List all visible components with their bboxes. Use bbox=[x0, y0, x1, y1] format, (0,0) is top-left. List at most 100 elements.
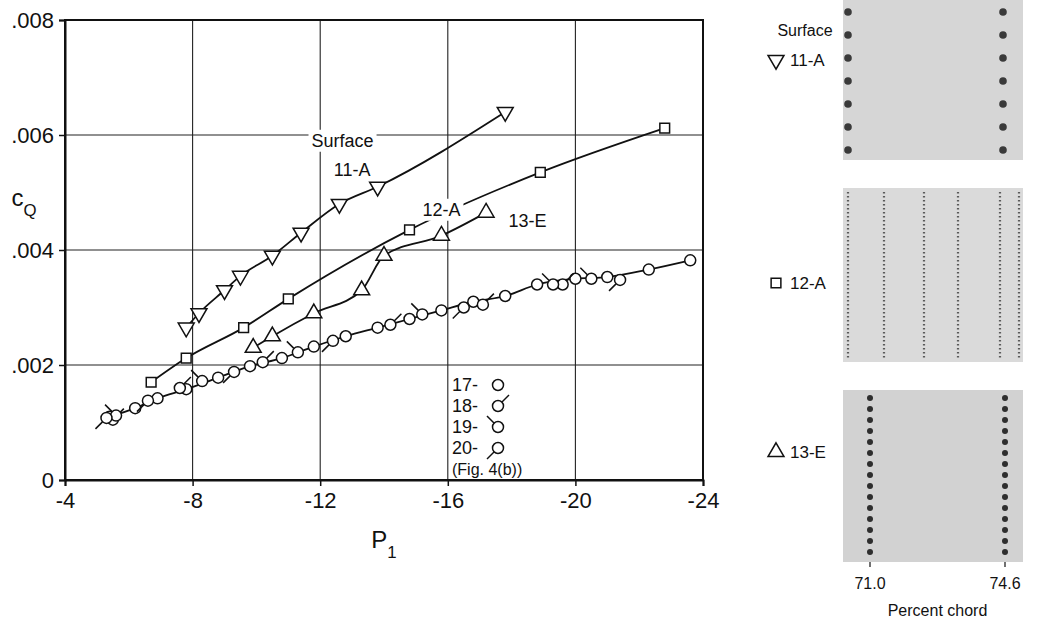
data-point bbox=[436, 305, 447, 316]
series-line bbox=[110, 260, 691, 416]
data-point bbox=[191, 370, 208, 387]
marker-shape bbox=[685, 255, 696, 266]
photo-hole bbox=[844, 77, 852, 85]
annotation: 11-A bbox=[331, 159, 374, 181]
marker-shape bbox=[101, 412, 112, 423]
photo-hole bbox=[867, 494, 873, 500]
photo-background bbox=[843, 0, 1023, 160]
marker-shape bbox=[264, 251, 280, 265]
x-tick-label: -4 bbox=[56, 488, 76, 513]
marker-shape bbox=[245, 361, 256, 372]
data-point bbox=[609, 274, 626, 291]
marker-shape bbox=[433, 226, 449, 240]
photo-hole bbox=[1002, 450, 1008, 456]
marker-shape bbox=[264, 327, 280, 341]
photo-slot bbox=[847, 192, 849, 358]
data-point bbox=[245, 339, 261, 353]
data-point bbox=[404, 314, 415, 325]
photo-row-label: 11-A bbox=[790, 51, 825, 70]
photo-hole bbox=[999, 100, 1007, 108]
marker-flag bbox=[453, 312, 460, 319]
annotation-text: 12-A bbox=[422, 200, 460, 220]
y-axis-title: cQ bbox=[11, 184, 36, 220]
photo-hole bbox=[1002, 395, 1008, 401]
marker-shape bbox=[239, 323, 249, 333]
photo-hole bbox=[867, 505, 873, 511]
photo-hole bbox=[867, 527, 873, 533]
data-point bbox=[557, 274, 574, 291]
x-tick-label: -24 bbox=[688, 488, 720, 513]
data-point bbox=[293, 228, 309, 242]
photo-hole bbox=[1002, 494, 1008, 500]
marker-shape bbox=[372, 322, 383, 333]
marker-shape bbox=[245, 339, 261, 353]
photo-hole bbox=[844, 146, 852, 154]
data-point bbox=[308, 341, 319, 352]
y-tick-label: .002 bbox=[11, 353, 54, 378]
photo-hole bbox=[1002, 505, 1008, 511]
annotations: Surface11-A12-A13-E bbox=[309, 130, 550, 233]
marker-shape bbox=[768, 55, 784, 69]
photo-hole bbox=[867, 395, 873, 401]
photo-hole bbox=[999, 8, 1007, 16]
x-tick: -16 bbox=[432, 480, 464, 513]
photo-hole bbox=[867, 461, 873, 467]
marker-flag bbox=[105, 405, 112, 412]
photo-hole bbox=[867, 472, 873, 478]
marker-shape bbox=[293, 228, 309, 242]
marker-shape bbox=[229, 366, 240, 377]
photo-hole bbox=[867, 439, 873, 445]
photo-hole bbox=[1002, 439, 1008, 445]
plot-marks bbox=[95, 107, 695, 429]
marker-flag bbox=[567, 274, 574, 281]
data-point bbox=[181, 353, 191, 363]
marker-shape bbox=[660, 123, 670, 133]
data-point bbox=[264, 251, 280, 265]
marker-flag bbox=[502, 395, 509, 402]
marker-flag bbox=[223, 376, 230, 383]
x-axis-title-main: P bbox=[371, 526, 387, 553]
marker-shape bbox=[354, 281, 370, 295]
marker-shape bbox=[174, 383, 185, 394]
photo-hole bbox=[1002, 516, 1008, 522]
data-point bbox=[372, 322, 383, 333]
marker-shape bbox=[500, 291, 511, 302]
photo-slot bbox=[957, 192, 959, 358]
data-point bbox=[370, 182, 386, 196]
marker-flag bbox=[394, 314, 401, 321]
y-axis-line bbox=[59, 21, 66, 481]
data-point bbox=[174, 377, 191, 394]
marker-shape bbox=[771, 278, 781, 288]
marker-shape bbox=[217, 286, 233, 300]
x-tick-label: -8 bbox=[183, 488, 203, 513]
marker-shape bbox=[146, 377, 156, 387]
photo-slot bbox=[999, 192, 1001, 358]
photo-hole bbox=[999, 77, 1007, 85]
plot-frame bbox=[65, 20, 703, 480]
photo-tick-label: 71.0 bbox=[854, 575, 885, 592]
legend-label: 19- bbox=[452, 417, 478, 437]
photo-hole bbox=[867, 417, 873, 423]
data-point bbox=[331, 199, 347, 213]
data-point bbox=[453, 302, 470, 319]
y-tick-mark bbox=[59, 135, 65, 137]
marker-flag bbox=[580, 268, 587, 275]
x-axis: -4-8-12-16-20-24 bbox=[56, 480, 720, 513]
photo-row-marker bbox=[768, 443, 784, 457]
y-tick: .004 bbox=[11, 238, 65, 263]
marker-shape bbox=[331, 199, 347, 213]
photo-hole bbox=[867, 516, 873, 522]
data-point bbox=[178, 323, 194, 337]
data-point bbox=[223, 366, 240, 383]
x-tick: -20 bbox=[560, 480, 592, 513]
series-line bbox=[253, 213, 486, 348]
data-point bbox=[433, 226, 449, 240]
annotation-patch bbox=[309, 130, 377, 152]
photo-row-marker bbox=[768, 55, 784, 69]
marker-shape bbox=[458, 302, 469, 313]
marker-flag bbox=[487, 452, 494, 459]
marker-shape bbox=[478, 203, 494, 217]
photo-hole bbox=[844, 123, 852, 131]
marker-shape bbox=[213, 372, 224, 383]
photo-hole bbox=[1002, 527, 1008, 533]
